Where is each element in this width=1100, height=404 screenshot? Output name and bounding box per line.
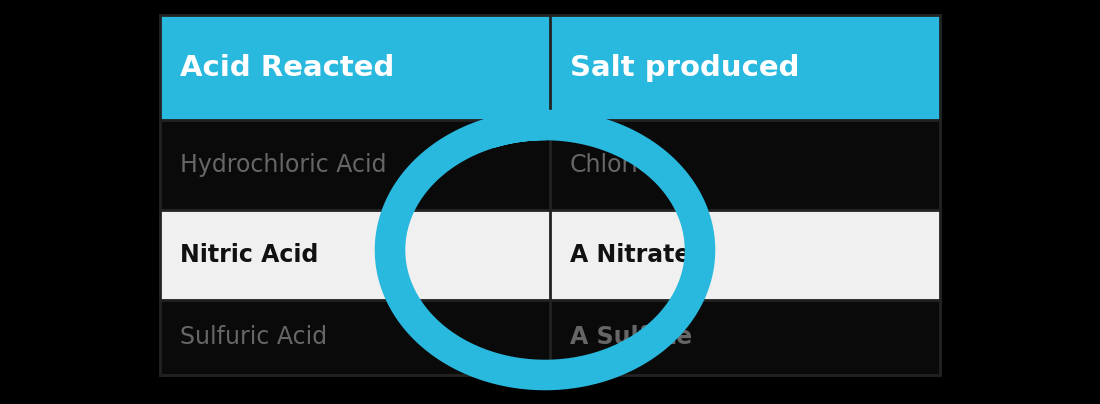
- Text: A Sulfate: A Sulfate: [570, 326, 692, 349]
- Text: Acid Reacted: Acid Reacted: [180, 53, 395, 82]
- Bar: [160, 300, 550, 375]
- Bar: [160, 210, 550, 300]
- Bar: [550, 210, 940, 300]
- Bar: [550, 15, 940, 120]
- Bar: [160, 120, 550, 210]
- Text: Chloride: Chloride: [570, 153, 669, 177]
- Bar: [550, 120, 940, 210]
- Text: A Nitrate: A Nitrate: [570, 243, 691, 267]
- Bar: [160, 15, 550, 120]
- Bar: [550, 300, 940, 375]
- Text: Nitric Acid: Nitric Acid: [180, 243, 318, 267]
- Text: Hydrochloric Acid: Hydrochloric Acid: [180, 153, 386, 177]
- Polygon shape: [548, 111, 583, 139]
- Text: Sulfuric Acid: Sulfuric Acid: [180, 326, 327, 349]
- Text: Salt produced: Salt produced: [570, 53, 800, 82]
